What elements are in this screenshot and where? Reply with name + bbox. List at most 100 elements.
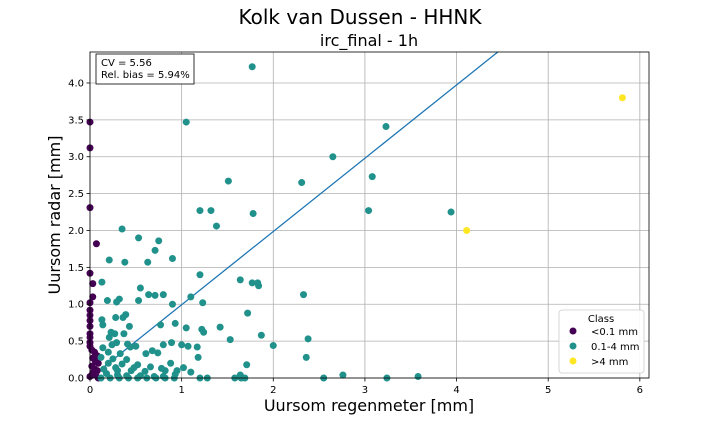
plot-area: 0 1 2 3 4 5 6 0.0 0.5 1.0 1.5 2.0 2.5 3.0 3.5 4.0 (68, 51, 650, 396)
data-point (248, 279, 256, 287)
data-point (135, 297, 143, 305)
data-point (196, 271, 204, 279)
legend-frame (558, 309, 645, 374)
stats-box-frame (95, 53, 195, 85)
data-point (207, 207, 215, 215)
data-point (182, 118, 190, 126)
y-tick-label: 1.5 (68, 263, 84, 274)
data-point (148, 347, 156, 355)
data-point (168, 255, 176, 263)
y-tick-label: 3.5 (68, 115, 84, 126)
data-point (248, 63, 256, 71)
x-tick-label: 4 (453, 385, 459, 396)
data-point (463, 226, 471, 234)
data-point (447, 208, 455, 216)
x-tick-label: 2 (270, 385, 276, 396)
data-point (167, 359, 175, 367)
data-point (194, 353, 202, 361)
chart-subtitle: irc_final - 1h (320, 31, 418, 51)
x-tick-label: 5 (545, 385, 551, 396)
data-point (146, 363, 154, 371)
data-point (199, 299, 207, 307)
data-point (226, 336, 234, 344)
data-point (97, 353, 105, 361)
data-point (184, 342, 192, 350)
data-point (118, 225, 126, 233)
data-point (120, 330, 128, 338)
data-point (104, 359, 112, 367)
x-tick-label: 1 (178, 385, 184, 396)
data-point (236, 276, 244, 284)
data-point (243, 361, 251, 369)
data-point (118, 360, 126, 368)
data-point (159, 341, 167, 349)
x-tick-label: 3 (362, 385, 368, 396)
chart-title: Kolk van Dussen - HHNK (239, 5, 483, 29)
data-point (244, 309, 252, 317)
data-point (168, 300, 176, 308)
legend-marker (569, 327, 577, 335)
data-point (154, 349, 162, 357)
data-point (187, 293, 195, 301)
data-point (618, 94, 626, 102)
data-point (145, 291, 153, 299)
plot-frame (89, 51, 650, 379)
y-tick-label: 3.0 (68, 152, 84, 163)
data-point (257, 331, 265, 339)
data-point (98, 278, 106, 286)
data-point (304, 335, 312, 343)
data-point (130, 364, 138, 372)
y-tick-label: 1.0 (68, 300, 84, 311)
x-axis-label: Uursom regenmeter [mm] (264, 396, 474, 415)
data-point (151, 291, 159, 299)
data-point (135, 234, 143, 242)
legend: Class <0.1 mm 0.1-4 mm >4 mm (558, 309, 645, 374)
data-point (116, 350, 124, 358)
data-point (98, 316, 106, 324)
data-point (121, 258, 129, 266)
data-point (212, 222, 220, 230)
x-tick-label: 6 (637, 385, 643, 396)
data-point (300, 291, 308, 299)
data-point (105, 256, 113, 264)
data-point (132, 342, 140, 350)
data-point (113, 339, 121, 347)
data-point (368, 173, 376, 181)
data-point (224, 177, 232, 185)
legend-label: <0.1 mm (591, 327, 638, 338)
data-point (168, 339, 176, 347)
y-axis-label: Uursom radar [mm] (45, 136, 64, 295)
data-point (365, 207, 373, 215)
data-point (171, 319, 179, 327)
data-point (112, 364, 120, 372)
data-point (89, 293, 97, 301)
data-point (126, 343, 134, 351)
data-point (142, 350, 150, 358)
legend-label: 0.1-4 mm (591, 342, 640, 353)
data-point (178, 341, 186, 349)
data-point (104, 348, 112, 356)
data-point (179, 364, 187, 372)
data-point (107, 328, 115, 336)
data-point (339, 371, 347, 379)
data-point (89, 280, 97, 288)
legend-marker (569, 357, 577, 365)
cv-text: CV = 5.56 (101, 58, 152, 69)
data-point (141, 367, 149, 375)
data-point (298, 179, 306, 187)
data-point (187, 368, 195, 376)
data-point (200, 328, 208, 336)
stats-box: CV = 5.56 Rel. bias = 5.94% (95, 53, 195, 85)
data-point (92, 240, 100, 248)
data-point (269, 342, 277, 350)
data-point (113, 298, 121, 306)
data-point (414, 373, 422, 381)
data-point (112, 314, 120, 322)
axis-ticks: 0 1 2 3 4 5 6 0.0 0.5 1.0 1.5 2.0 2.5 3.0 3.5 4.0 (68, 78, 643, 396)
data-point (302, 353, 310, 361)
y-tick-label: 2.5 (68, 189, 84, 200)
y-tick-label: 2.0 (68, 226, 84, 237)
data-point (99, 344, 107, 352)
legend-title: Class (588, 314, 614, 325)
